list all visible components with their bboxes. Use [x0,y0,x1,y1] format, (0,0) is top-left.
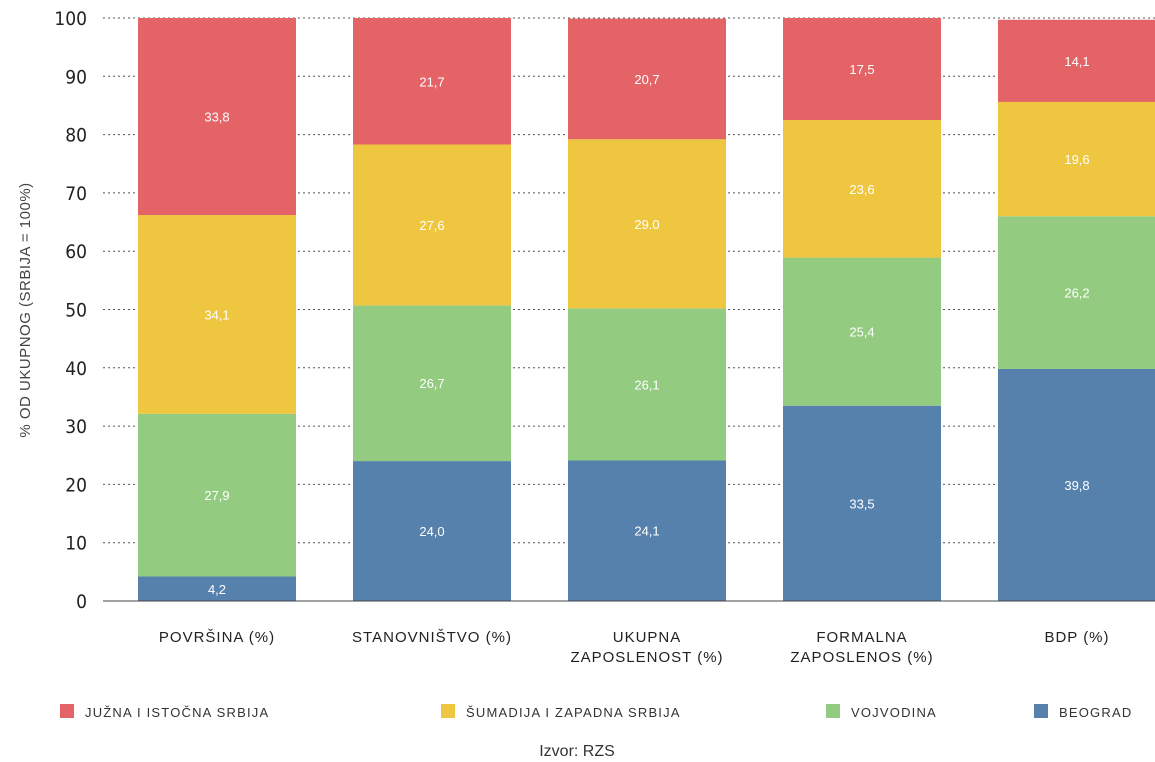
legend-label: ŠUMADIJA I ZAPADNA SRBIJA [466,705,681,720]
bar-segment [568,139,726,309]
data-label: 26,1 [634,377,659,392]
bar-segment [998,216,1155,369]
legend-swatch [826,704,840,718]
y-axis-ticks: 0 10 20 30 40 50 60 70 80 90 100 [54,8,87,613]
data-label: 14,1 [1064,54,1089,69]
legend-label: BEOGRAD [1059,705,1132,720]
bar-segment [138,413,296,577]
data-label: 4,2 [208,582,226,597]
source-note: Izvor: RZS [539,743,615,760]
bar-segment [998,368,1155,601]
data-label: 21,7 [419,74,444,89]
bars: 4,2 27,9 34,1 33,8 24,0 26,7 27,6 21,7 24,1 26,1 2… [138,18,1155,601]
y-tick-label: 0 [76,591,87,613]
data-label: 29.0 [634,217,659,232]
data-label: 33,8 [204,110,229,125]
y-tick-label: 10 [65,533,87,555]
data-label: 27,6 [419,218,444,233]
data-label: 26,7 [419,376,444,391]
y-tick-label: 100 [54,8,87,30]
bar-segment [568,308,726,461]
bar-segment [138,18,296,216]
legend-swatch [441,704,455,718]
bar-segment [138,215,296,414]
category-label: UKUPNA [613,629,682,646]
bar-segment [998,101,1155,217]
bar-segment [783,257,941,406]
bar-segment [138,576,296,601]
bar-segment [568,460,726,601]
data-label: 24,1 [634,524,659,539]
y-axis-label: % OD UKUPNOG (SRBIJA = 100%) [17,182,34,437]
bar-segment [353,461,511,601]
y-tick-label: 70 [65,183,87,205]
bar-segment [353,144,511,306]
legend-label: JUŽNA I ISTOČNA SRBIJA [85,705,269,720]
legend: JUŽNA I ISTOČNA SRBIJA ŠUMADIJA I ZAPADNA… [60,704,1132,720]
bar-segment [783,120,941,258]
category-label: BDP (%) [1044,629,1109,646]
data-label: 27,9 [204,488,229,503]
data-label: 23,6 [849,182,874,197]
y-tick-label: 50 [65,300,87,322]
bar-segment [783,18,941,121]
legend-swatch [1034,704,1048,718]
data-label: 39,8 [1064,478,1089,493]
data-label: 19,6 [1064,152,1089,167]
data-label: 25,4 [849,325,874,340]
y-tick-label: 80 [65,125,87,147]
data-label: 20,7 [634,72,659,87]
data-label: 34,1 [204,307,229,322]
bar-segment [568,18,726,140]
category-label: STANOVNIŠTVO (%) [352,629,512,646]
y-tick-label: 40 [65,358,87,380]
bar-segment [783,405,941,601]
category-label: ZAPOSLENOS (%) [790,649,933,666]
category-label: POVRŠINA (%) [159,629,275,646]
data-label: 17,5 [849,62,874,77]
y-tick-label: 90 [65,66,87,88]
bar-segment [353,18,511,145]
bar-segment [353,305,511,462]
y-tick-label: 60 [65,241,87,263]
data-label: 33,5 [849,496,874,511]
legend-label: VOJVODINA [851,705,937,720]
y-tick-label: 20 [65,474,87,496]
legend-swatch [60,704,74,718]
data-label: 24,0 [419,524,444,539]
category-label: FORMALNA [816,629,907,646]
y-tick-label: 30 [65,416,87,438]
category-labels: POVRŠINA (%) STANOVNIŠTVO (%) UKUPNA ZAPOSL… [159,629,1109,666]
bar-segment [998,19,1155,102]
category-label: ZAPOSLENOST (%) [570,649,723,666]
data-label: 26,2 [1064,286,1089,301]
